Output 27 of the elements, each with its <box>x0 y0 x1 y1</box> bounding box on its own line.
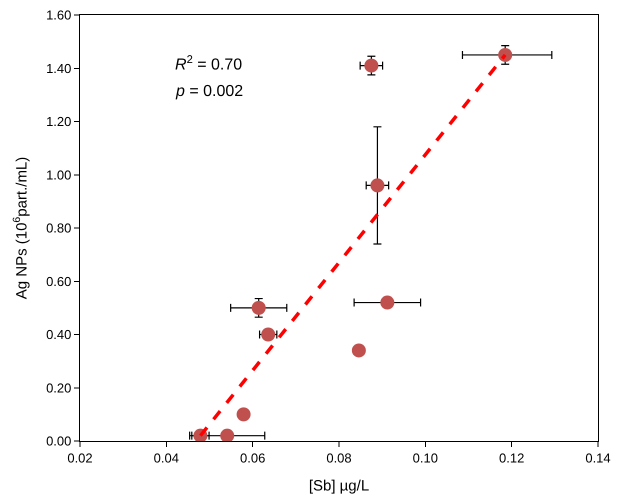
x-tick-label: 0.06 <box>240 450 266 466</box>
point <box>252 300 266 315</box>
y-tick-label: 0.40 <box>46 327 72 342</box>
y-tick-label: 0.00 <box>46 434 72 449</box>
x-tick-label: 0.14 <box>585 450 611 466</box>
annotation: p = 0.002 <box>175 83 244 100</box>
y-tick-label: 1.60 <box>46 8 72 23</box>
x-tick-label: 0.12 <box>499 450 524 466</box>
y-tick-label: 1.00 <box>46 167 72 182</box>
y-tick-label: 1.40 <box>46 60 72 76</box>
x-tick-label: 0.10 <box>412 450 438 466</box>
point <box>380 296 394 310</box>
x-axis-title: [Sb] µg/L <box>308 478 370 495</box>
point <box>370 178 384 192</box>
y-tick-label: 0.80 <box>46 220 72 236</box>
point <box>220 428 234 441</box>
annotation: R$^{2}$ = 0.70 <box>175 54 242 74</box>
point <box>364 58 378 73</box>
point <box>261 328 276 342</box>
x-tick-label: 0.04 <box>154 450 179 466</box>
y-tick-label: 0.20 <box>46 380 72 396</box>
point <box>352 343 366 358</box>
x-tick-label: 0.08 <box>326 450 352 466</box>
point <box>236 407 251 422</box>
x-tick-label: 0.02 <box>67 450 93 466</box>
y-tick-label: 1.20 <box>46 114 72 130</box>
y-tick-label: 0.60 <box>46 274 72 289</box>
